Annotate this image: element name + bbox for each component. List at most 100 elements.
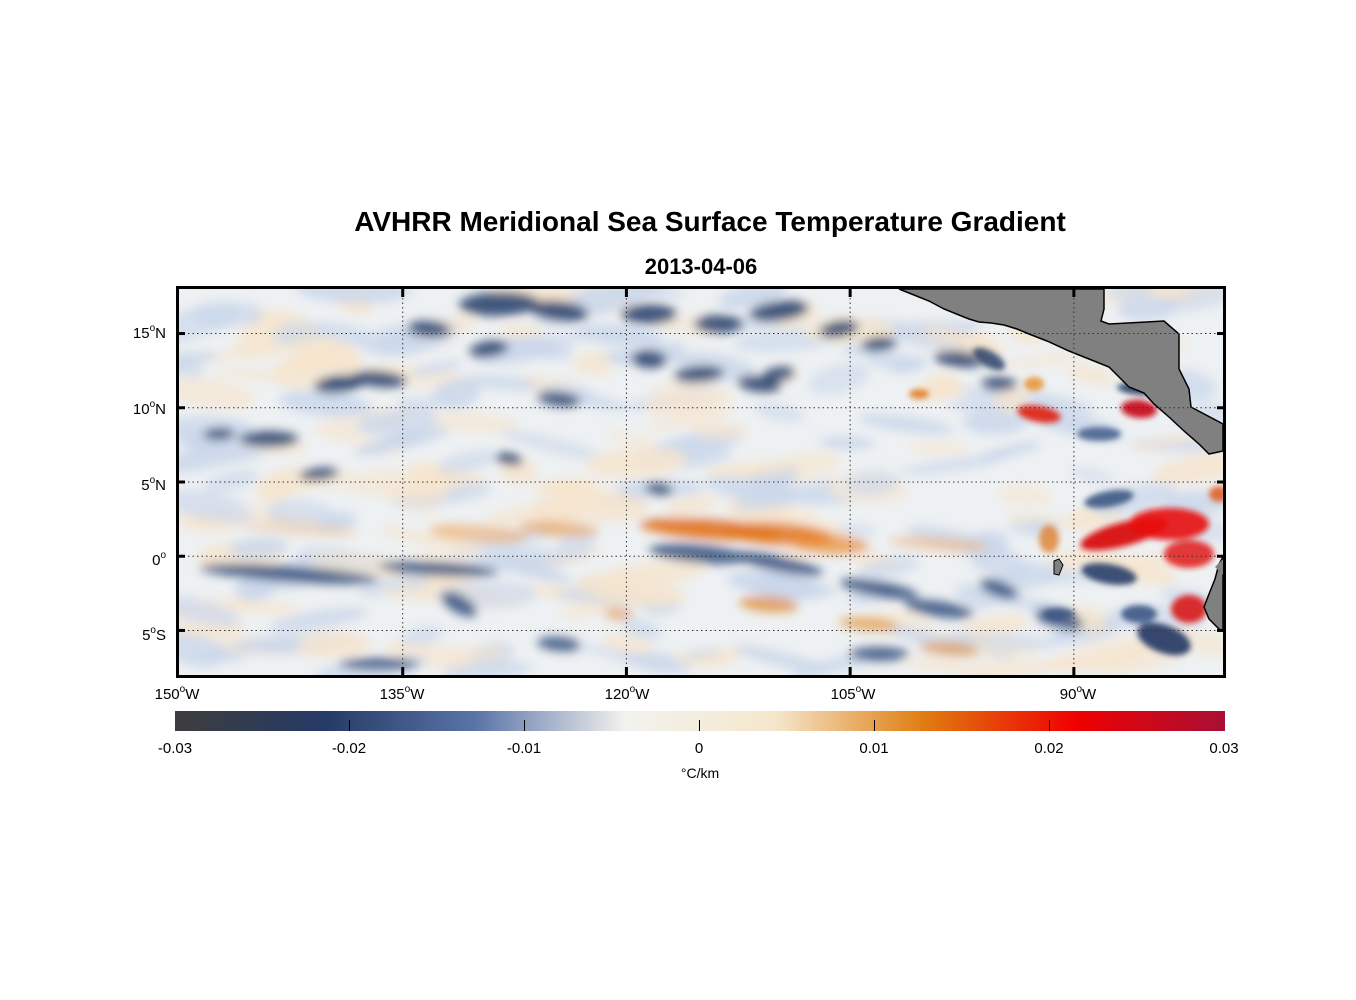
gradient-feature xyxy=(530,482,605,504)
gradient-feature xyxy=(977,441,1043,461)
gradient-feature xyxy=(980,578,1018,600)
gradient-feature xyxy=(576,573,686,607)
gradient-feature xyxy=(849,647,909,661)
gradient-feature xyxy=(1107,289,1155,300)
y-tick-label: 5oN xyxy=(141,475,166,494)
gradient-feature xyxy=(532,494,648,524)
gradient-feature xyxy=(819,320,859,338)
gradient-feature xyxy=(441,591,477,617)
gradient-feature xyxy=(674,365,724,383)
gradient-feature xyxy=(459,291,539,317)
gradient-feature xyxy=(555,533,595,561)
gradient-feature xyxy=(625,289,685,300)
gradient-feature xyxy=(1001,350,1099,369)
gradient-feature xyxy=(663,494,719,517)
gradient-feature xyxy=(295,289,412,304)
colorbar-tick xyxy=(874,720,875,731)
gradient-feature xyxy=(1157,289,1223,314)
gradient-feature xyxy=(889,536,989,552)
gradient-feature xyxy=(858,414,954,434)
gradient-feature xyxy=(890,320,976,350)
gradient-feature xyxy=(1017,391,1095,413)
gradient-feature xyxy=(179,437,261,474)
gradient-feature xyxy=(904,599,974,619)
y-tick-label: 10oN xyxy=(132,399,166,418)
gradient-feature xyxy=(179,630,227,663)
gradient-feature xyxy=(268,322,370,349)
gradient-feature xyxy=(289,337,359,367)
y-tick-label: 15oN xyxy=(132,323,166,342)
gradient-feature xyxy=(1081,563,1137,585)
gradient-feature xyxy=(1043,608,1075,620)
colorbar-tick-label: 0.03 xyxy=(1209,740,1239,757)
x-tick-label: 90oW xyxy=(1059,684,1097,703)
gradient-feature xyxy=(1024,377,1044,391)
gradient-feature xyxy=(239,520,359,538)
gradient-feature xyxy=(819,436,876,450)
gradient-feature xyxy=(623,619,663,640)
gradient-feature xyxy=(1129,434,1202,451)
gradient-feature xyxy=(383,641,477,670)
gradient-feature xyxy=(377,526,487,555)
gradient-feature xyxy=(179,489,255,524)
gradient-feature xyxy=(179,378,255,410)
sst-gradient-map xyxy=(179,289,1223,675)
gradient-feature xyxy=(449,644,508,664)
gradient-feature xyxy=(400,625,444,647)
y-tick-label: 0o xyxy=(152,550,166,569)
map-title: AVHRR Meridional Sea Surface Temperature… xyxy=(354,206,1066,237)
gradient-feature xyxy=(586,447,688,478)
gradient-feature xyxy=(970,552,1035,577)
gradient-feature xyxy=(734,551,824,577)
gradient-feature xyxy=(255,474,292,505)
gradient-feature xyxy=(1017,405,1061,423)
gradient-feature xyxy=(348,468,405,495)
gradient-feature xyxy=(1151,450,1223,485)
gradient-feature xyxy=(923,326,1006,351)
gradient-feature xyxy=(965,633,1062,650)
gradient-feature xyxy=(645,482,673,496)
gradient-feature xyxy=(356,408,438,437)
colorbar-tick-label: 0.01 xyxy=(859,740,889,757)
gradient-feature xyxy=(1121,605,1157,623)
gradient-feature xyxy=(739,595,799,613)
gradient-feature xyxy=(574,324,664,347)
gradient-feature xyxy=(410,361,463,376)
y-tick-label: 5oS xyxy=(142,625,166,644)
gradient-feature xyxy=(857,555,921,580)
gradient-feature xyxy=(566,289,666,312)
gradient-feature xyxy=(572,351,614,376)
gradient-feature xyxy=(964,588,1076,615)
map-panel[interactable] xyxy=(176,286,1226,678)
gradient-feature xyxy=(495,452,523,466)
gradient-feature xyxy=(379,561,499,577)
gradient-feature xyxy=(919,641,979,657)
gradient-feature xyxy=(906,440,970,455)
gradient-feature xyxy=(441,661,533,675)
gradient-feature xyxy=(972,347,1006,371)
gradient-feature xyxy=(1121,399,1157,419)
gradient-feature xyxy=(189,301,265,328)
gradient-feature xyxy=(644,409,734,431)
gradient-feature xyxy=(500,562,574,584)
gradient-feature xyxy=(998,485,1052,506)
gradient-feature xyxy=(351,370,407,388)
gradient-feature xyxy=(270,359,328,389)
land-central-america xyxy=(898,289,1223,455)
x-tick-label: 120oW xyxy=(604,684,650,703)
gradient-feature xyxy=(964,660,1038,675)
gradient-feature xyxy=(396,396,443,411)
gradient-feature xyxy=(834,524,878,536)
gradient-feature xyxy=(649,544,749,564)
gradient-feature xyxy=(429,524,529,544)
gradient-feature xyxy=(604,607,634,621)
gradient-feature xyxy=(499,430,603,460)
gradient-feature xyxy=(962,409,1027,435)
x-tick-label: 150oW xyxy=(154,684,200,703)
gradient-feature xyxy=(605,430,656,448)
gradient-feature xyxy=(314,374,364,394)
gradient-feature xyxy=(445,481,492,500)
gradient-feature xyxy=(1039,525,1059,553)
gradient-feature xyxy=(1129,508,1209,540)
gradient-feature xyxy=(909,389,929,399)
